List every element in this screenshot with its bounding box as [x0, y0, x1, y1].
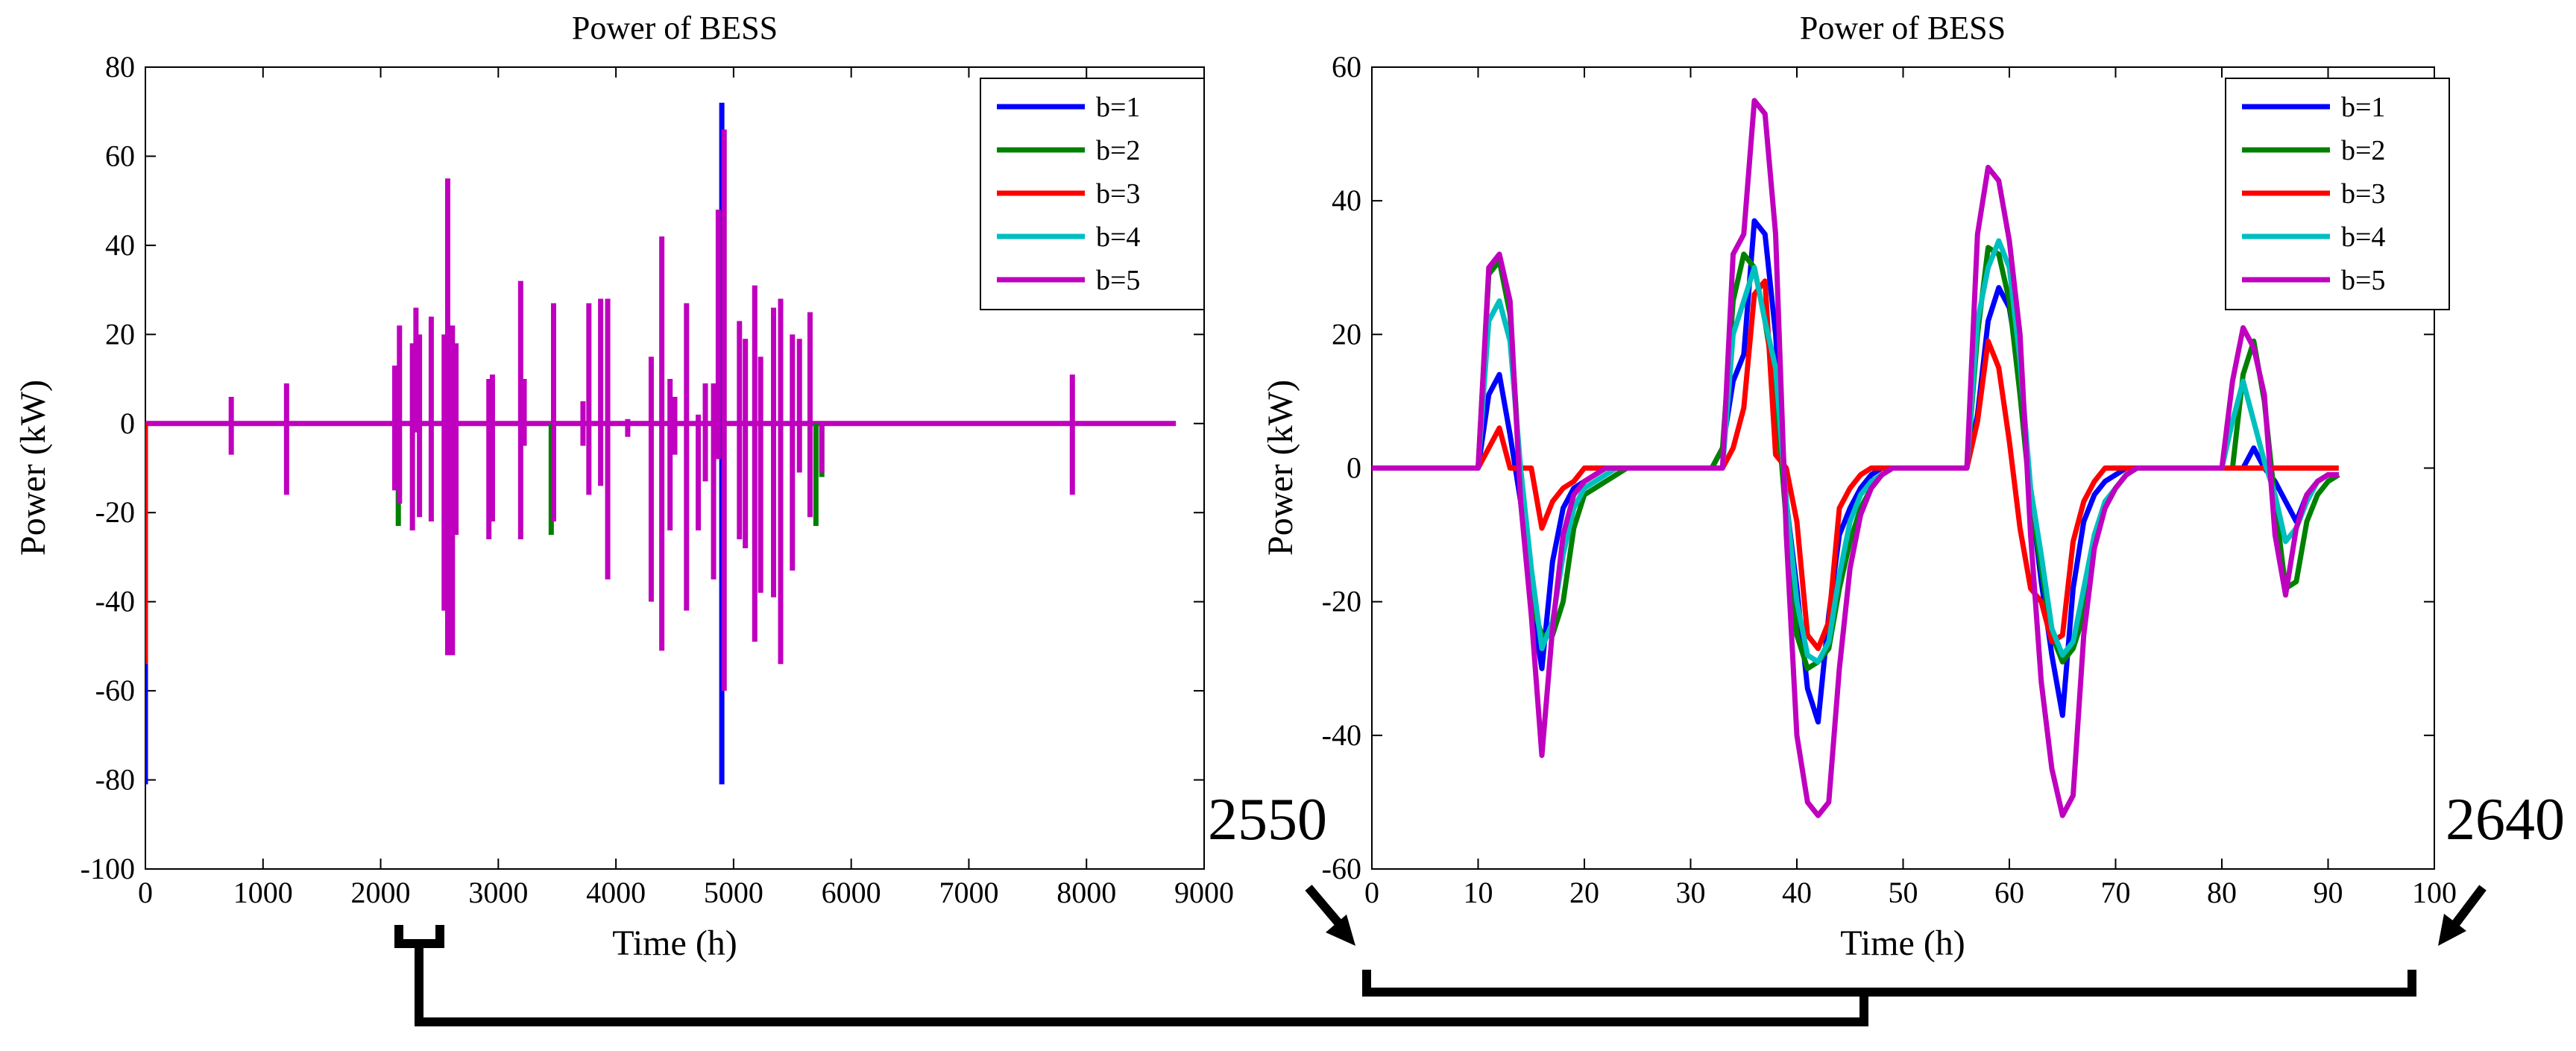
chart-left: Power of BESS Time (h) Power (kW) 0 1000 2…: [13, 10, 1234, 963]
x-tick-label: 90: [2314, 876, 2343, 909]
chart-left-title: Power of BESS: [572, 10, 778, 46]
connector-line: [415, 944, 1868, 1026]
legend-label: b=2: [2341, 135, 2385, 166]
legend-label: b=5: [2341, 265, 2385, 296]
annotation-end-label: 2640: [2446, 787, 2565, 853]
x-tick-label: 6000: [822, 876, 881, 909]
series-line-b5: [1372, 98, 2339, 818]
chart-left-ylabel: Power (kW): [13, 380, 53, 556]
chart-right-xlabel: Time (h): [1840, 923, 1965, 963]
x-tick-label: 2000: [351, 876, 411, 909]
y-tick-label: 60: [1332, 50, 1361, 84]
y-tick-label: -60: [95, 674, 135, 707]
chart-right-legend: b=1 b=2 b=3 b=4 b=5: [2225, 78, 2450, 310]
x-tick-label: 50: [1889, 876, 1918, 909]
y-tick-label: 20: [105, 317, 135, 351]
x-tick-label: 7000: [939, 876, 998, 909]
annotation-start-label: 2550: [1208, 787, 1327, 853]
y-tick-label: 20: [1332, 317, 1361, 351]
x-tick-label: 5000: [704, 876, 763, 909]
y-tick-label: 40: [1332, 183, 1361, 217]
x-tick-label: 0: [138, 876, 153, 909]
x-tick-label: 0: [1364, 876, 1379, 909]
x-tick-label: 4000: [586, 876, 646, 909]
y-tick-label: -20: [95, 495, 135, 529]
legend-label: b=2: [1096, 135, 1140, 166]
bracket-source-range: [394, 925, 444, 948]
x-tick-label: 70: [2101, 876, 2131, 909]
x-tick-label: 80: [2207, 876, 2237, 909]
x-tick-label: 30: [1676, 876, 1706, 909]
y-tick-label: -80: [95, 763, 135, 797]
arrow-end-icon: [2438, 885, 2487, 946]
chart-left-legend: b=1 b=2 b=3 b=4 b=5: [980, 78, 1205, 310]
legend-label: b=3: [1096, 178, 1140, 210]
y-tick-label: 0: [120, 407, 135, 440]
x-tick-label: 8000: [1056, 876, 1116, 909]
x-tick-label: 10: [1464, 876, 1493, 909]
legend-label: b=1: [2341, 92, 2385, 123]
legend-label: b=4: [1096, 222, 1140, 253]
zoom-annotation: 2550 2640: [394, 787, 2565, 1026]
legend-label: b=1: [1096, 92, 1140, 123]
y-tick-label: -20: [1322, 585, 1361, 618]
x-tick-label: 1000: [233, 876, 293, 909]
y-tick-label: -60: [1322, 852, 1361, 885]
chart-right: Power of BESS Time (h) Power (kW) 0 10 20 3…: [1261, 10, 2457, 963]
arrow-start-icon: [1305, 885, 1355, 946]
legend-label: b=4: [2341, 222, 2385, 253]
y-tick-label: 0: [1347, 451, 1361, 485]
chart-right-series: [1372, 98, 2340, 818]
chart-left-xlabel: Time (h): [612, 923, 737, 963]
y-tick-label: -100: [81, 852, 135, 885]
y-tick-label: -40: [95, 585, 135, 618]
y-tick-label: -40: [1322, 718, 1361, 752]
chart-left-ticks: 0 1000 2000 3000 4000 5000 6000 7000 8000 9000 80 6…: [81, 50, 1234, 909]
y-tick-label: 60: [105, 139, 135, 172]
legend-label: b=5: [1096, 265, 1140, 296]
chart-right-title: Power of BESS: [1800, 10, 2006, 46]
y-tick-label: 40: [105, 228, 135, 262]
y-tick-label: 80: [105, 50, 135, 84]
x-tick-label: 20: [1569, 876, 1599, 909]
x-tick-label: 3000: [468, 876, 528, 909]
x-tick-label: 60: [1994, 876, 2024, 909]
chart-left-series: [145, 102, 1177, 785]
x-tick-label: 100: [2412, 876, 2457, 909]
x-tick-label: 40: [1782, 876, 1812, 909]
legend-label: b=3: [2341, 178, 2385, 210]
chart-right-ticks: 0 10 20 30 40 50 60 70 80 90 100 60 40 20 0 -20 -40 -60: [1322, 50, 2457, 909]
chart-right-ylabel: Power (kW): [1261, 380, 1300, 556]
bracket-zoom-range: [1362, 970, 2416, 997]
x-tick-label: 9000: [1174, 876, 1234, 909]
